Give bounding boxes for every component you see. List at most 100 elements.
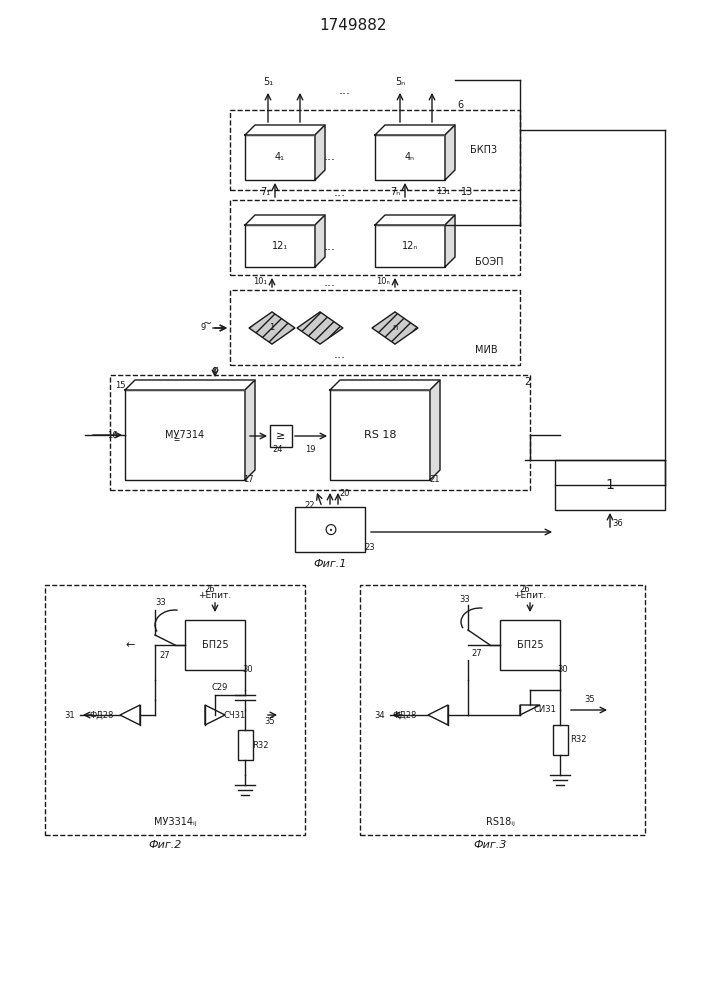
Text: БКП3: БКП3 — [470, 145, 497, 155]
Text: 12ₙ: 12ₙ — [402, 241, 418, 251]
Text: МУ3314ᵢⱼ: МУ3314ᵢⱼ — [153, 817, 197, 827]
Polygon shape — [428, 705, 448, 725]
Text: ≥: ≥ — [276, 431, 286, 441]
Bar — [238, 730, 253, 760]
Text: 5₁: 5₁ — [263, 77, 273, 87]
Polygon shape — [520, 705, 540, 715]
Text: RS18ᵢⱼ: RS18ᵢⱼ — [486, 817, 515, 827]
Text: 20: 20 — [340, 489, 350, 498]
Polygon shape — [430, 380, 440, 480]
Bar — [500, 620, 560, 670]
Text: ФД28: ФД28 — [393, 710, 417, 720]
Text: 4₁: 4₁ — [275, 152, 285, 162]
Polygon shape — [315, 125, 325, 180]
Polygon shape — [315, 215, 325, 267]
Polygon shape — [445, 215, 455, 267]
Bar — [295, 507, 365, 552]
Text: Фиг.2: Фиг.2 — [148, 840, 182, 850]
Text: БОЭП: БОЭП — [475, 257, 503, 267]
Text: 7₁: 7₁ — [260, 187, 270, 197]
Text: C29: C29 — [212, 684, 228, 692]
Text: БП25: БП25 — [517, 640, 543, 650]
Polygon shape — [205, 705, 225, 725]
Text: R32: R32 — [570, 736, 586, 744]
Bar — [230, 110, 520, 190]
Text: 5ₙ: 5ₙ — [395, 77, 405, 87]
Text: 30: 30 — [558, 666, 568, 674]
Text: 26: 26 — [520, 585, 530, 594]
Bar — [185, 620, 245, 670]
Text: 23: 23 — [365, 544, 375, 552]
Text: 13: 13 — [461, 187, 473, 197]
Text: 15: 15 — [115, 380, 125, 389]
Polygon shape — [249, 312, 295, 344]
Polygon shape — [297, 312, 343, 344]
Text: 1: 1 — [606, 478, 614, 492]
Polygon shape — [125, 380, 255, 390]
Text: ⊙: ⊙ — [323, 521, 337, 539]
Text: ФД28: ФД28 — [90, 710, 115, 720]
Text: СЧ31: СЧ31 — [224, 710, 246, 720]
Text: 33: 33 — [460, 595, 470, 604]
Text: ...: ... — [334, 349, 346, 361]
Bar — [375, 135, 445, 180]
Text: Фиг.3: Фиг.3 — [473, 840, 507, 850]
Polygon shape — [445, 125, 455, 180]
Polygon shape — [120, 705, 140, 725]
Bar — [555, 460, 665, 510]
Bar — [230, 200, 520, 275]
Bar — [110, 375, 530, 490]
Polygon shape — [245, 380, 255, 480]
Text: 34: 34 — [375, 710, 385, 720]
Bar — [270, 425, 292, 447]
Text: ~: ~ — [204, 319, 213, 329]
Text: +Eпит.: +Eпит. — [513, 590, 547, 599]
Bar — [360, 585, 645, 835]
Text: ...: ... — [324, 239, 336, 252]
Bar — [330, 390, 430, 480]
Bar — [245, 225, 315, 267]
Text: 12₁: 12₁ — [272, 241, 288, 251]
Text: 1: 1 — [269, 324, 274, 332]
Text: 7ₙ: 7ₙ — [390, 187, 400, 197]
Text: 26: 26 — [205, 585, 216, 594]
Text: 16: 16 — [107, 430, 118, 440]
Text: ø: ø — [211, 365, 218, 375]
Text: ...: ... — [334, 186, 346, 198]
Text: n: n — [392, 324, 397, 332]
Polygon shape — [245, 215, 325, 225]
Polygon shape — [245, 125, 325, 135]
Polygon shape — [330, 380, 440, 390]
Text: 24: 24 — [273, 446, 284, 454]
Text: R32: R32 — [252, 740, 268, 750]
Text: RS 18: RS 18 — [363, 430, 396, 440]
Bar — [553, 725, 568, 755]
Text: 4ₙ: 4ₙ — [405, 152, 415, 162]
Text: 21: 21 — [430, 476, 440, 485]
Bar — [45, 585, 305, 835]
Text: МИВ: МИВ — [475, 345, 498, 355]
Text: БП25: БП25 — [201, 640, 228, 650]
Bar — [230, 290, 520, 365]
Text: 2: 2 — [524, 377, 530, 387]
Text: 22: 22 — [305, 500, 315, 510]
Text: МУ̳7314: МУ̳7314 — [165, 430, 204, 440]
Text: ...: ... — [339, 84, 351, 97]
Text: 27: 27 — [160, 650, 170, 660]
Text: 6: 6 — [457, 100, 463, 110]
Text: ←: ← — [125, 640, 135, 650]
Text: СИ31: СИ31 — [534, 706, 556, 714]
Text: 33: 33 — [155, 598, 165, 607]
Text: 19: 19 — [305, 446, 315, 454]
Text: 36: 36 — [613, 520, 624, 528]
Text: 13₁: 13₁ — [436, 188, 450, 196]
Text: 31: 31 — [64, 710, 75, 720]
Text: 17: 17 — [243, 476, 253, 485]
Polygon shape — [375, 215, 455, 225]
Text: 9: 9 — [201, 324, 206, 332]
Text: 10ₙ: 10ₙ — [376, 277, 390, 286]
Text: Фиг.1: Фиг.1 — [313, 559, 346, 569]
Polygon shape — [375, 125, 455, 135]
Text: +Eпит.: +Eпит. — [199, 590, 232, 599]
Text: ...: ... — [324, 150, 336, 163]
